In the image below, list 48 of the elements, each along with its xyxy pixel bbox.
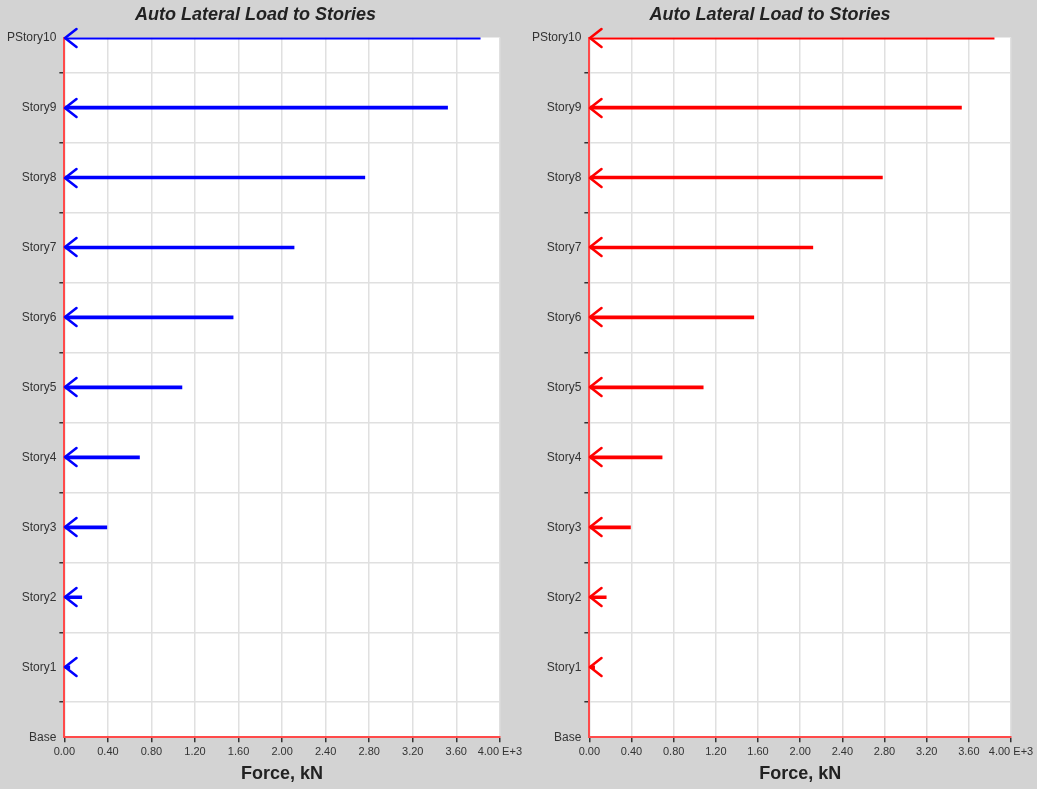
x-tick-label: 1.20	[705, 744, 727, 757]
y-tick-label: PStory10	[532, 29, 582, 44]
x-axis-title: Force, kN	[241, 763, 324, 784]
x-tick-label: 2.00	[271, 744, 293, 757]
y-tick-label: Story1	[21, 659, 57, 674]
y-tick-label: Story7	[546, 239, 582, 254]
y-tick-label: Story4	[546, 449, 582, 464]
x-tick-label: 3.60	[445, 744, 467, 757]
x-tick-label: 2.00	[789, 744, 811, 757]
y-tick-label: Story5	[21, 379, 57, 394]
x-tick-label: 3.20	[915, 744, 938, 757]
x-tick-label: 4.00 E+3	[988, 744, 1034, 757]
y-tick-label: Story5	[546, 379, 582, 394]
x-tick-label: 0.40	[620, 744, 643, 757]
x-tick-label: 2.80	[873, 744, 896, 757]
x-tick-label: 0.80	[140, 744, 163, 757]
x-tick-label: 2.40	[314, 744, 337, 757]
x-tick-label: 4.00 E+3	[477, 744, 522, 757]
y-tick-label: Story6	[21, 309, 57, 324]
x-tick-label: 2.40	[831, 744, 854, 757]
x-tick-label: 1.20	[184, 744, 206, 757]
x-tick-label: 0.40	[97, 744, 119, 757]
y-tick-label: PStory10	[7, 29, 57, 44]
y-tick-label: Story8	[546, 169, 582, 184]
y-tick-label: Story3	[21, 519, 57, 534]
y-tick-label: Story9	[546, 99, 582, 114]
x-tick-label: 3.20	[402, 744, 424, 757]
y-tick-label: Story8	[21, 169, 57, 184]
y-tick-label: Story7	[21, 239, 57, 254]
y-tick-label: Story2	[546, 589, 582, 604]
y-tick-label: Base	[29, 729, 57, 744]
y-tick-label: Story6	[546, 309, 582, 324]
y-tick-label: Base	[554, 729, 582, 744]
x-tick-label: 0.00	[578, 744, 601, 757]
x-tick-label: 0.80	[662, 744, 685, 757]
x-tick-label: 1.60	[747, 744, 769, 757]
y-tick-label: Story9	[21, 99, 57, 114]
chart-title: Auto Lateral Load to Stories	[648, 3, 891, 24]
chart-title: Auto Lateral Load to Stories	[133, 3, 377, 24]
x-tick-label: 2.80	[358, 744, 380, 757]
y-tick-label: Story3	[546, 519, 582, 534]
x-axis-title: Force, kN	[759, 763, 842, 784]
y-tick-label: Story4	[21, 449, 57, 464]
x-tick-label: 1.60	[227, 744, 250, 757]
y-tick-label: Story1	[546, 659, 582, 674]
x-tick-label: 0.00	[53, 744, 76, 757]
x-tick-label: 3.60	[958, 744, 980, 757]
y-tick-label: Story2	[21, 589, 57, 604]
